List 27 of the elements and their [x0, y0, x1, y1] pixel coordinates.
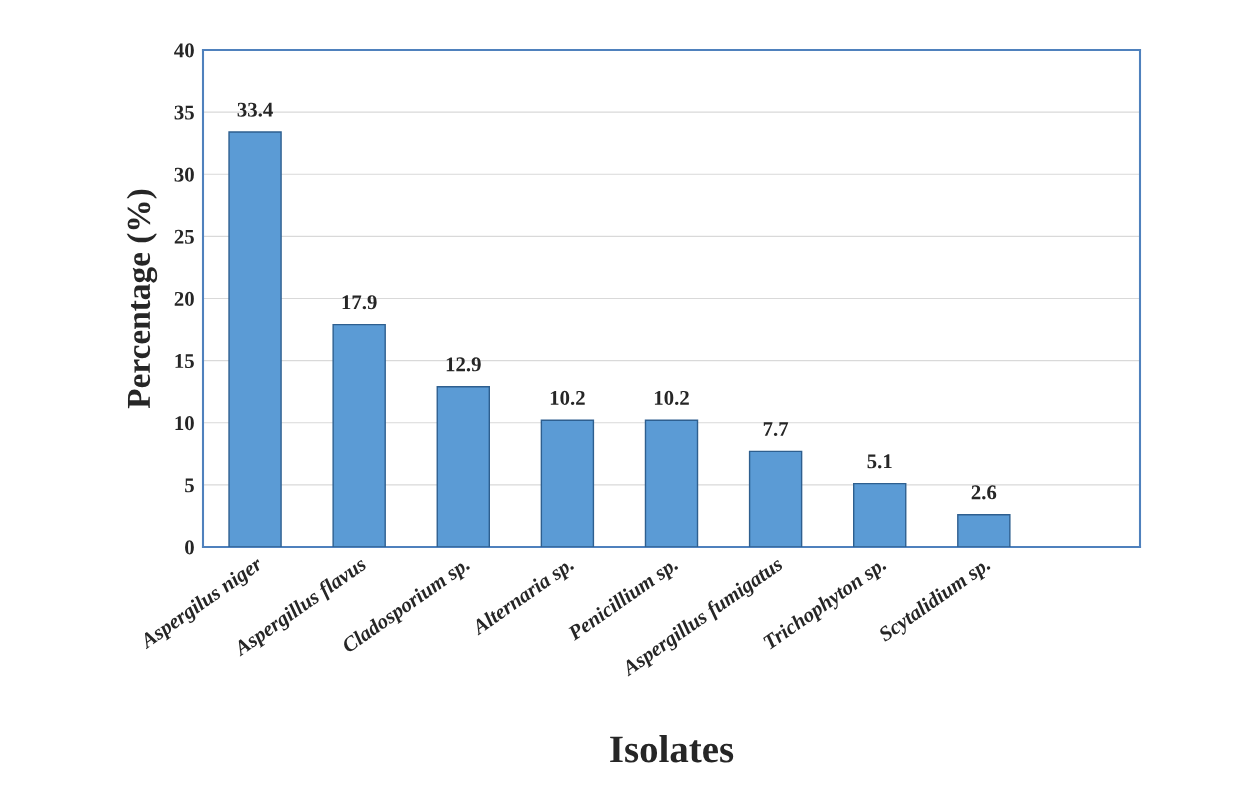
data-label: 33.4: [237, 102, 273, 117]
data-label: 10.2: [550, 390, 585, 406]
data-label: 12.9: [446, 357, 481, 372]
y-tick-label: 25: [174, 229, 194, 244]
x-axis-title: Isolates: [610, 735, 734, 763]
y-tick-label: 10: [175, 416, 194, 431]
data-label: 5.1: [867, 454, 892, 469]
y-tick-label: 5: [185, 478, 194, 493]
y-tick-label: 20: [174, 291, 194, 306]
bar: [957, 513, 1011, 547]
y-tick-label: 35: [174, 105, 194, 120]
bar: [228, 131, 282, 547]
y-tick-label: 40: [174, 43, 194, 58]
bar: [852, 482, 907, 547]
y-axis-title: Percentage (%): [126, 189, 158, 409]
y-tick-label: 15: [175, 354, 194, 369]
y-tick-label: 0: [185, 540, 194, 555]
data-label: 17.9: [342, 295, 377, 310]
bar: [332, 323, 386, 547]
y-tick-label: 30: [174, 167, 194, 182]
bar: [644, 419, 699, 547]
data-label: 7.7: [763, 422, 789, 437]
data-label: 2.6: [971, 485, 997, 500]
data-label: 10.2: [654, 390, 689, 406]
bar: [436, 386, 491, 547]
bar: [748, 450, 803, 547]
bar: [540, 419, 595, 547]
